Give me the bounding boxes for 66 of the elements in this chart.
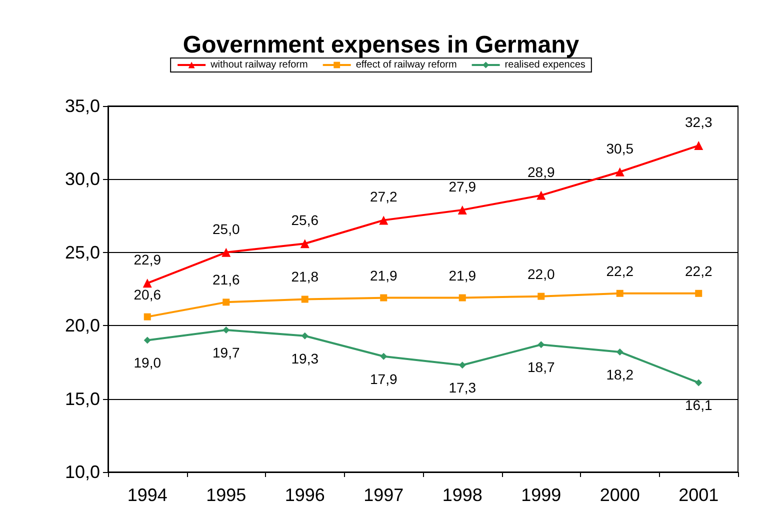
x-tick-label: 1994 [127, 485, 168, 505]
data-label: 22,2 [606, 262, 634, 279]
data-label: 17,9 [370, 370, 398, 387]
point [536, 190, 546, 200]
data-label: 32,3 [685, 114, 712, 130]
point [538, 292, 545, 300]
data-label: 19,0 [134, 354, 162, 371]
point [380, 352, 388, 360]
data-label: 21,8 [291, 268, 319, 285]
y-tick-label: 30,0 [64, 169, 100, 190]
y-tick-label: 10,0 [64, 462, 100, 482]
point [695, 379, 702, 386]
point [615, 167, 624, 176]
point [616, 348, 624, 356]
data-label: 25,0 [212, 220, 240, 237]
point [616, 290, 624, 297]
point [142, 278, 152, 288]
data-label: 16,1 [685, 397, 712, 414]
data-label: 30,5 [606, 140, 634, 156]
point [694, 141, 704, 150]
data-label: 18,7 [528, 359, 555, 376]
point [380, 294, 388, 302]
point [222, 248, 231, 257]
data-label: 21,9 [370, 267, 398, 284]
data-label: 21,6 [212, 272, 240, 288]
x-tick-label: 2001 [678, 485, 719, 505]
x-tick-label: 1998 [442, 485, 482, 505]
data-label: 17,3 [448, 380, 476, 396]
data-label: 22,9 [134, 252, 162, 268]
chart-title: Government expenses in Germany [182, 32, 580, 58]
legend-label: realised expences [504, 60, 586, 70]
y-tick-label: 15,0 [64, 388, 100, 409]
point [379, 216, 388, 225]
data-label: 27,2 [370, 188, 398, 205]
x-tick-label: 1999 [521, 485, 562, 505]
point [695, 290, 702, 297]
point [301, 332, 308, 340]
data-label: 19,3 [291, 350, 319, 366]
point [458, 362, 466, 369]
point [144, 313, 151, 320]
point [300, 239, 310, 248]
data-label: 20,6 [134, 286, 162, 302]
y-tick-label: 25,0 [64, 242, 100, 262]
data-label: 19,7 [212, 344, 240, 360]
point [301, 296, 308, 303]
x-tick-label: 1997 [364, 485, 404, 505]
point [538, 341, 545, 348]
data-label: 25,6 [291, 212, 319, 228]
y-tick-label: 20,0 [64, 316, 100, 336]
data-label: 22,0 [528, 266, 555, 282]
point [222, 298, 230, 306]
point [144, 336, 151, 344]
legend-label: effect of railway reform [356, 60, 457, 70]
data-label: 27,9 [448, 178, 476, 194]
data-label: 22,2 [685, 262, 712, 279]
point [458, 294, 466, 302]
x-tick-label: 2000 [600, 485, 640, 505]
x-tick-label: 1996 [284, 485, 325, 505]
data-label: 18,2 [606, 366, 634, 382]
data-label: 28,9 [528, 164, 555, 180]
point [222, 326, 230, 334]
x-tick-label: 1995 [206, 485, 246, 505]
legend-label: without railway reform [210, 60, 308, 70]
data-label: 21,9 [448, 267, 476, 284]
y-tick-label: 35,0 [64, 96, 100, 116]
point [458, 205, 467, 214]
